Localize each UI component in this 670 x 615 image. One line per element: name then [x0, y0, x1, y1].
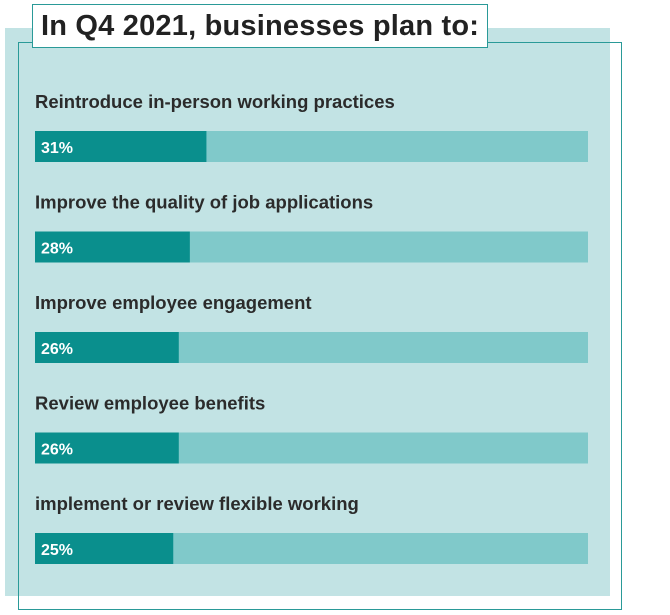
category-label: Improve employee engagement — [35, 292, 312, 313]
chart-panel-background — [5, 28, 610, 596]
bar — [35, 533, 174, 564]
data-label: 26% — [41, 341, 73, 358]
category-label: Review employee benefits — [35, 393, 265, 414]
category-label: implement or review flexible working — [35, 493, 359, 514]
data-label: 28% — [41, 241, 73, 258]
data-label: 31% — [41, 140, 73, 157]
chart-title-box: In Q4 2021, businesses plan to: — [32, 4, 489, 48]
bar — [35, 432, 179, 464]
data-label: 25% — [41, 542, 73, 559]
chart-title: In Q4 2021, businesses plan to: — [41, 9, 480, 42]
category-label: Reintroduce in-person working practices — [35, 91, 395, 112]
bar — [35, 231, 190, 263]
bar — [35, 332, 179, 363]
category-label: Improve the quality of job applications — [35, 192, 373, 213]
bar — [35, 131, 207, 162]
data-label: 26% — [41, 442, 73, 459]
